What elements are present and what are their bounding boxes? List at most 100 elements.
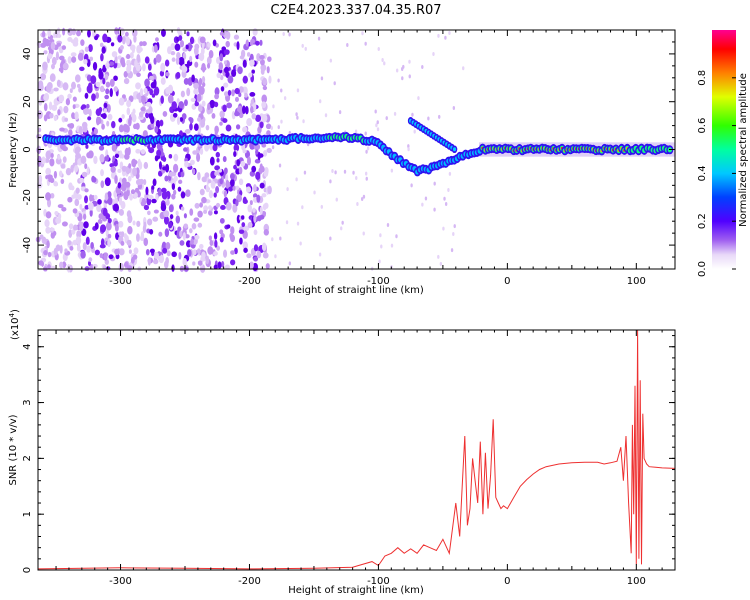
heatmap-speckle (407, 144, 410, 149)
heatmap-speckle (213, 232, 218, 240)
heatmap-speckle (208, 190, 213, 199)
heatmap-speckle (340, 226, 343, 231)
heatmap-speckle (184, 129, 191, 134)
heatmap-speckle (98, 213, 104, 220)
heatmap-speckle (259, 163, 263, 172)
heatmap-speckle (421, 65, 424, 70)
heatmap-speckle (68, 182, 73, 191)
heatmap-speckle (175, 71, 181, 79)
heatmap-speckle (107, 196, 113, 206)
heatmap-speckle (205, 184, 209, 193)
heatmap-speckle (259, 55, 265, 60)
heatmap-speckle (424, 196, 428, 201)
heatmap-speckle (77, 52, 84, 61)
heatmap-speckle (154, 155, 159, 162)
heatmap-speckle (74, 111, 79, 121)
heatmap-speckle (143, 178, 147, 186)
heatmap-speckle (283, 96, 287, 101)
heatmap-speckle (98, 67, 103, 77)
heatmap-speckle (111, 120, 116, 129)
heatmap-speckle (122, 123, 129, 133)
heatmap-speckle (452, 106, 456, 111)
x-tick-label: 100 (627, 576, 646, 587)
heatmap-speckle (139, 41, 144, 47)
heatmap-speckle (199, 243, 204, 250)
heatmap-speckle (262, 203, 267, 211)
colorbar-tick-label: 0.2 (697, 213, 708, 229)
heatmap-speckle (245, 39, 249, 47)
heatmap-speckle (43, 102, 48, 112)
heatmap-speckle (127, 175, 132, 182)
heatmap-speckle (266, 147, 272, 153)
heatmap-speckle (261, 143, 267, 148)
heatmap-speckle (200, 119, 206, 128)
heatmap-speckle (153, 251, 159, 259)
heatmap-speckle (41, 156, 46, 165)
heatmap-speckle (259, 121, 264, 129)
heatmap-speckle (189, 36, 195, 45)
heatmap-speckle (145, 248, 150, 256)
heatmap-speckle (176, 98, 180, 104)
heatmap-speckle (88, 257, 93, 262)
heatmap-speckle (101, 112, 107, 119)
heatmap-speckle (51, 63, 55, 70)
snr-multiplier: (x104) (8, 309, 21, 340)
heatmap-speckle (222, 118, 228, 124)
heatmap-speckle (86, 245, 91, 253)
heatmap-speckle (113, 203, 120, 212)
heatmap-speckle (194, 43, 200, 50)
heatmap-speckle (51, 56, 57, 66)
heatmap-speckle (172, 112, 178, 118)
heatmap-speckle (55, 157, 62, 165)
heatmap-speckle (219, 218, 225, 224)
heatmap-speckle (114, 174, 118, 184)
heatmap-speckle (184, 157, 188, 163)
heatmap-speckle (299, 241, 302, 246)
heatmap-speckle (219, 121, 223, 126)
heatmap-speckle (118, 248, 125, 256)
heatmap-speckle (105, 81, 111, 88)
heatmap-speckle (152, 259, 159, 265)
colorbar-tick-label: 0.8 (697, 70, 708, 86)
heatmap-speckle (346, 42, 349, 47)
heatmap-speckle (49, 73, 56, 82)
heatmap-speckle (448, 31, 451, 36)
heatmap-speckle (259, 206, 263, 215)
heatmap-speckle (70, 52, 77, 57)
heatmap-speckle (126, 65, 131, 74)
heatmap-speckle (231, 69, 237, 77)
heatmap-speckle (178, 179, 183, 184)
heatmap-speckle (99, 253, 104, 259)
heatmap-speckle (121, 94, 126, 99)
heatmap-speckle (114, 27, 119, 35)
heatmap-speckle (266, 130, 271, 136)
heatmap-speckle (199, 147, 204, 155)
heatmap-speckle (140, 106, 146, 112)
heatmap-speckle (262, 149, 268, 157)
heatmap-speckle (260, 68, 265, 75)
heatmap-speckle (176, 27, 181, 34)
heatmap-speckle (209, 99, 216, 109)
heatmap-speckle (58, 170, 63, 177)
heatmap-speckle (225, 40, 230, 48)
heatmap-speckle (245, 105, 249, 115)
heatmap-speckle (183, 213, 187, 219)
y-tick-label: 0 (22, 567, 33, 573)
heatmap-speckle (360, 197, 364, 202)
heatmap-speckle (197, 260, 203, 266)
heatmap-speckle (80, 39, 85, 46)
heatmap-speckle (160, 95, 164, 104)
heatmap-speckle (127, 226, 133, 235)
heatmap-speckle (216, 72, 222, 79)
heatmap-speckle (172, 163, 179, 173)
heatmap-speckle (225, 201, 232, 211)
heatmap-speckle (175, 215, 181, 224)
heatmap-speckle (259, 182, 265, 189)
heatmap-speckle (96, 116, 102, 125)
heatmap-speckle (84, 163, 88, 170)
heatmap-speckle (183, 147, 188, 152)
heatmap-speckle (193, 88, 199, 95)
heatmap-speckle (160, 62, 166, 72)
heatmap-speckle (45, 158, 50, 163)
heatmap-speckle (167, 84, 174, 94)
